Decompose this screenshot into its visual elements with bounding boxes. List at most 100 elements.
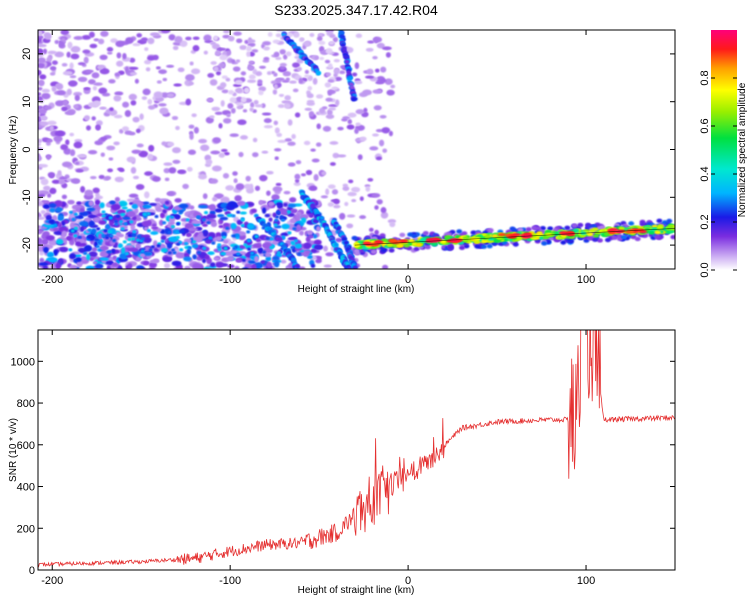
spectrogram-blob <box>115 40 125 48</box>
spectrogram-blob <box>145 67 151 72</box>
spectrogram-blob <box>227 102 234 109</box>
spectrogram-blob <box>239 244 246 249</box>
spectrogram-blob <box>211 106 221 112</box>
spectrogram-blob <box>273 223 278 227</box>
spectrogram-blob <box>279 49 286 55</box>
spectrogram-blob <box>268 217 273 222</box>
spectrogram-blob <box>250 102 255 108</box>
spectrogram-blob <box>367 40 375 44</box>
spectrogram-blob <box>75 161 80 165</box>
spectrogram-blob <box>511 228 518 233</box>
spectrogram-blob <box>77 235 82 239</box>
spectrogram-blob <box>114 222 119 226</box>
spectrogram-blob <box>109 234 114 238</box>
spectrogram-blob <box>314 211 320 215</box>
spectrogram-blob <box>306 93 314 99</box>
spectrogram-blob <box>41 88 50 93</box>
spectrogram-blob <box>43 246 49 254</box>
spectrogram-blob <box>38 196 41 202</box>
spectrogram-blob <box>347 191 357 197</box>
spectrogram-blob <box>38 201 44 207</box>
spectrogram-blob <box>216 245 221 249</box>
spectrogram-blob <box>280 259 287 264</box>
spectrogram-x-tick-label: 100 <box>577 274 595 286</box>
spectrogram-blob <box>385 52 391 58</box>
spectrogram-blob <box>39 190 50 196</box>
spectrogram-blob <box>335 237 343 243</box>
spectrogram-blob <box>175 125 180 131</box>
spectrogram-blob <box>306 230 313 236</box>
spectrogram-blob <box>315 94 324 99</box>
spectrogram-blob <box>124 110 132 117</box>
spectrogram-blob <box>223 30 230 34</box>
spectrogram-blob <box>206 98 214 103</box>
spectrogram-blob <box>80 256 87 262</box>
spectrogram-blob <box>123 222 128 226</box>
spectrogram-blob <box>290 208 298 214</box>
spectrogram-blob <box>372 133 379 137</box>
spectrogram-blob <box>384 78 393 85</box>
spectrogram-blob <box>560 240 567 245</box>
spectrogram-blob <box>305 169 313 176</box>
spectrogram-blob <box>70 178 81 184</box>
spectrogram-blob <box>283 202 288 207</box>
spectrogram-blob <box>192 262 202 269</box>
spectrogram-blob <box>219 216 229 221</box>
spectrogram-blob <box>344 201 349 207</box>
spectrogram-blob <box>307 86 313 91</box>
spectrogram-blob <box>60 144 69 151</box>
spectrogram-blob <box>159 107 169 115</box>
spectrogram-blob <box>351 186 361 193</box>
spectrogram-blob <box>53 227 59 232</box>
spectrogram-blob <box>214 111 223 116</box>
spectrogram-blob <box>587 236 594 241</box>
spectrogram-blob <box>187 149 197 155</box>
spectrogram-blob <box>99 68 110 75</box>
spectrogram-blob <box>66 51 71 58</box>
spectrogram-blob <box>285 32 293 38</box>
spectrogram-blob <box>160 248 168 253</box>
spectrogram-blob <box>308 110 315 118</box>
spectrogram-blob <box>168 167 177 174</box>
spectrogram-blob <box>85 265 95 269</box>
spectrogram-blob <box>654 234 661 240</box>
spectrogram-blob <box>312 234 318 239</box>
spectrogram-blob <box>73 141 83 149</box>
spectrogram-blob <box>236 200 246 207</box>
spectrogram-blob <box>294 247 303 251</box>
spectrogram-blob <box>229 97 237 103</box>
spectrogram-blob <box>222 222 230 228</box>
spectrogram-blob <box>327 91 333 96</box>
spectrogram-blob <box>127 233 132 238</box>
spectrogram-blob <box>630 234 637 240</box>
spectrogram-blob <box>39 108 47 115</box>
spectrogram-blob <box>545 230 552 234</box>
spectrogram-blob <box>447 245 454 250</box>
spectrogram-blob <box>303 140 311 146</box>
spectrogram-blob <box>236 38 243 44</box>
spectrogram-blob <box>234 265 240 269</box>
spectrogram-blob <box>396 244 403 248</box>
spectrogram-blob <box>301 217 307 224</box>
spectrogram-blob <box>203 266 211 269</box>
spectrogram-blob <box>174 214 181 219</box>
spectrogram-blob <box>376 42 385 49</box>
spectrogram-blob <box>332 152 340 159</box>
spectrogram-blob <box>83 251 88 255</box>
spectrogram-blob <box>355 109 365 115</box>
spectrogram-blob <box>117 265 123 269</box>
spectrogram-blob <box>120 227 125 231</box>
spectrogram-blob <box>46 154 51 161</box>
spectrogram-blob <box>272 39 280 44</box>
spectrogram-blob <box>300 37 305 42</box>
spectrogram-blob <box>100 245 109 251</box>
spectrogram-blob <box>82 49 91 54</box>
spectrogram-blob <box>319 216 325 220</box>
spectrogram-blob <box>338 34 344 39</box>
spectrogram-blob <box>389 221 396 228</box>
spectrogram-blob <box>135 238 140 242</box>
spectrogram-blob <box>112 238 117 243</box>
spectrogram-blob <box>351 235 358 241</box>
spectrogram-blob <box>38 262 49 266</box>
